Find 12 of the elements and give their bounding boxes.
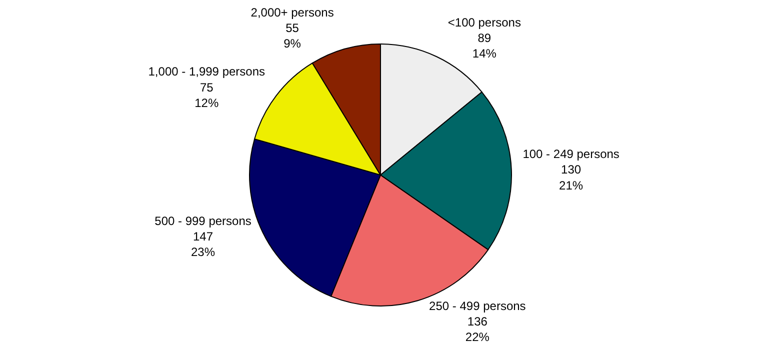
slice-label: 250 - 499 persons [429,298,526,313]
data-label: 75 12% [194,80,219,110]
data-label: 89 14% [472,31,497,61]
slice-label: 2,000+ persons [250,5,334,20]
data-label: 147 23% [190,230,216,260]
slice-label: 1,000 - 1,999 persons [148,64,266,79]
data-label: 136 22% [465,314,490,344]
slice-label: 500 - 999 persons [154,214,252,228]
slice-label: <100 persons [448,16,521,30]
data-label: 130 21% [559,162,584,192]
slice-label: 100 - 249 persons [522,147,620,162]
data-label: 55 9% [284,20,302,51]
